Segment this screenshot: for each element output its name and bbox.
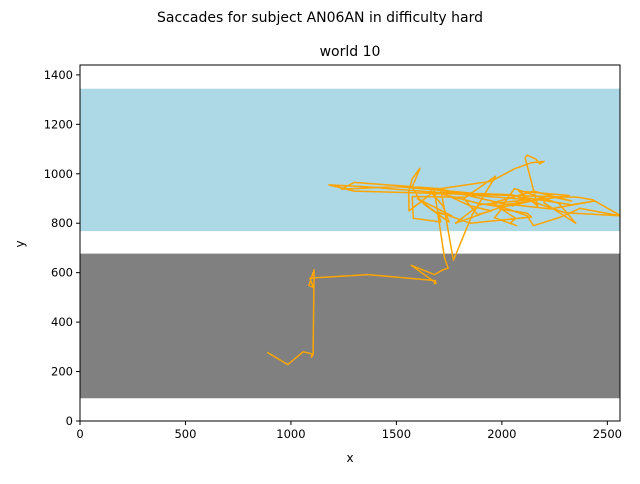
y-tick-label: 200 xyxy=(51,365,73,379)
chart-title: world 10 xyxy=(320,44,381,60)
x-axis-ticks: 0 500 1000 1500 2000 2500 xyxy=(76,421,622,441)
series-layer xyxy=(266,154,621,366)
x-tick-label: 0 xyxy=(76,427,83,441)
regions-layer xyxy=(80,88,620,399)
region-lower-band xyxy=(80,253,620,399)
y-tick-label: 1000 xyxy=(44,167,73,181)
y-tick-label: 400 xyxy=(51,315,73,329)
x-tick-label: 1000 xyxy=(276,427,305,441)
y-tick-label: 800 xyxy=(51,216,73,230)
x-tick-label: 500 xyxy=(174,427,196,441)
figure-suptitle: Saccades for subject AN06AN in difficult… xyxy=(157,10,483,26)
x-tick-label: 2000 xyxy=(487,427,516,441)
y-tick-label: 0 xyxy=(66,414,73,428)
y-tick-label: 1400 xyxy=(44,68,73,82)
y-axis-label: y xyxy=(13,240,27,247)
y-axis-ticks: 0 200 400 600 800 1000 1200 1400 xyxy=(44,68,80,428)
y-tick-label: 1200 xyxy=(44,117,73,131)
x-tick-label: 1500 xyxy=(382,427,411,441)
saccade-series-0 xyxy=(266,154,621,366)
region-upper-band xyxy=(80,88,620,232)
x-axis-label: x xyxy=(346,451,353,465)
y-tick-label: 600 xyxy=(51,266,73,280)
x-tick-label: 2500 xyxy=(593,427,622,441)
axes-frame xyxy=(79,64,621,422)
